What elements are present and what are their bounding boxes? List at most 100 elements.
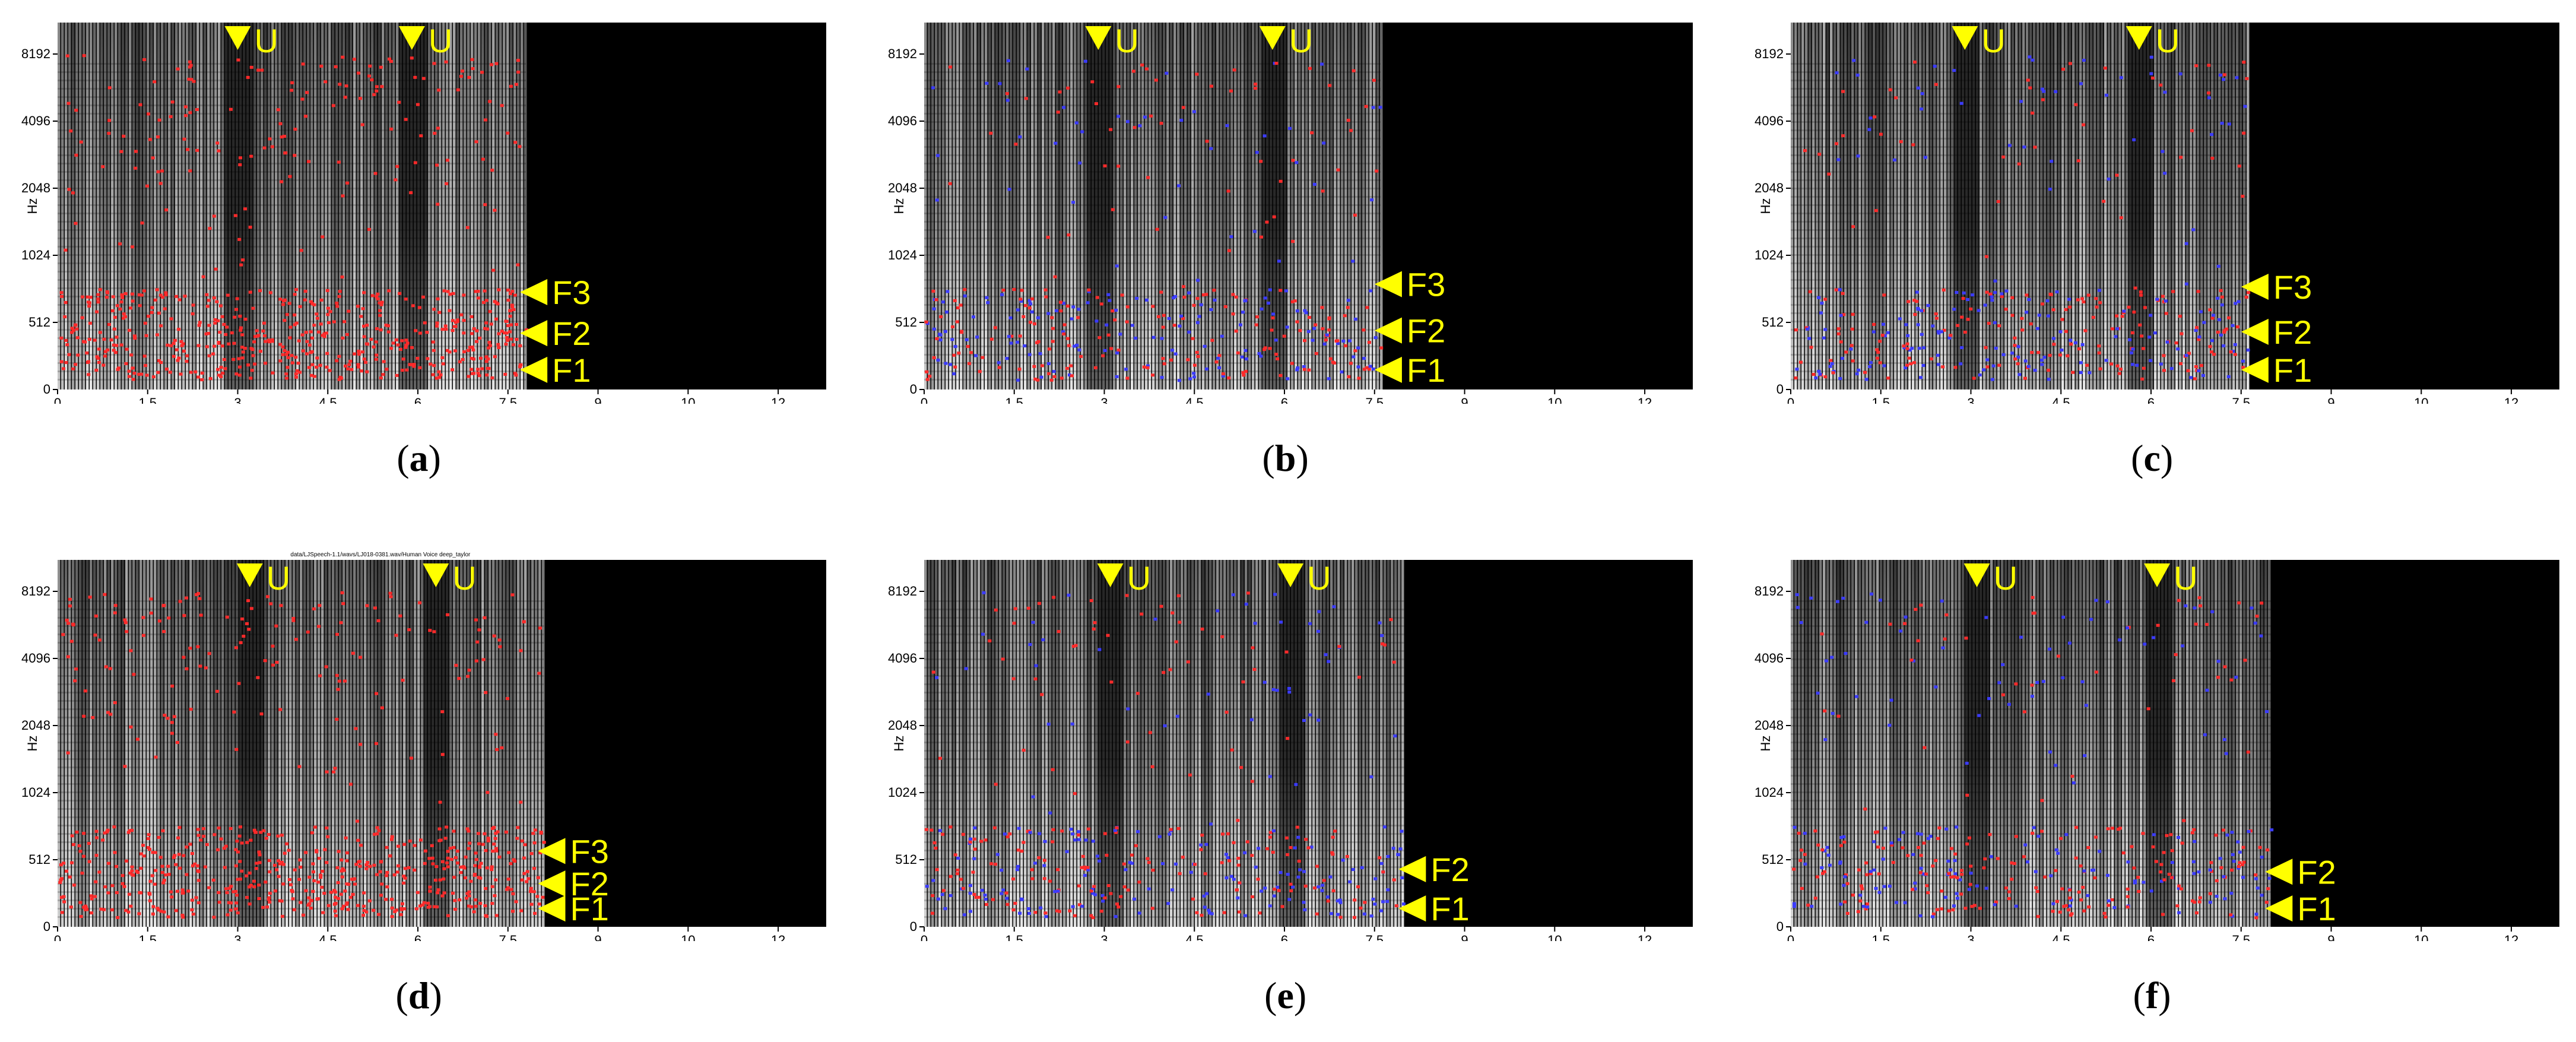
spectrogram-column bbox=[285, 560, 288, 927]
relevance-dot bbox=[1083, 865, 1087, 869]
relevance-dot bbox=[1259, 235, 1263, 239]
x-tick-label: 6 bbox=[414, 395, 421, 404]
relevance-dot bbox=[946, 290, 950, 293]
relevance-dot bbox=[146, 837, 150, 840]
relevance-dot bbox=[1026, 829, 1030, 833]
relevance-dot bbox=[1169, 358, 1173, 362]
relevance-dot bbox=[1297, 859, 1301, 863]
relevance-dot bbox=[510, 303, 514, 307]
spectrogram-column bbox=[1084, 560, 1087, 927]
relevance-dot bbox=[1146, 364, 1150, 368]
relevance-dot bbox=[505, 335, 509, 339]
spectrogram-column bbox=[1380, 23, 1383, 389]
spectrogram-column bbox=[307, 560, 310, 927]
relevance-dot bbox=[1176, 594, 1181, 597]
relevance-dot bbox=[2254, 873, 2258, 877]
relevance-dot bbox=[361, 914, 366, 917]
spectrogram-column bbox=[503, 560, 506, 927]
spectrogram-column bbox=[1876, 23, 1879, 389]
relevance-dot bbox=[2133, 879, 2137, 883]
relevance-dot bbox=[71, 622, 75, 626]
unvoiced-arrow bbox=[1259, 26, 1286, 50]
relevance-dot bbox=[2036, 915, 2040, 919]
spectrogram-column bbox=[421, 23, 424, 389]
relevance-dot bbox=[1383, 643, 1387, 647]
relevance-dot bbox=[167, 873, 171, 876]
x-tick-label: 0 bbox=[54, 933, 61, 941]
relevance-dot bbox=[106, 711, 110, 714]
relevance-dot bbox=[1089, 914, 1093, 917]
spectrogram-column bbox=[1156, 560, 1159, 927]
spectrogram-column bbox=[995, 23, 998, 389]
relevance-dot bbox=[467, 894, 471, 898]
relevance-dot bbox=[196, 645, 200, 648]
spectrogram-column bbox=[1915, 560, 1918, 927]
relevance-dot bbox=[87, 305, 91, 308]
relevance-dot bbox=[1059, 300, 1063, 304]
relevance-dot bbox=[456, 88, 460, 91]
relevance-dot bbox=[2128, 338, 2132, 341]
spectrogram-column bbox=[1905, 560, 1908, 927]
harmonic-band bbox=[1791, 634, 2272, 635]
relevance-dot bbox=[1381, 870, 1385, 874]
spectrogram-column bbox=[1933, 23, 1936, 389]
relevance-dot bbox=[1010, 334, 1014, 338]
relevance-dot bbox=[1332, 605, 1336, 609]
relevance-dot bbox=[212, 916, 216, 919]
spectrogram-column bbox=[239, 560, 242, 927]
relevance-dot bbox=[390, 915, 394, 919]
relevance-dot bbox=[1147, 887, 1151, 891]
relevance-dot bbox=[1159, 604, 1163, 608]
relevance-dot bbox=[2219, 289, 2223, 292]
spectrogram-column bbox=[172, 23, 175, 389]
relevance-dot bbox=[392, 873, 396, 877]
spectrogram-column bbox=[246, 23, 249, 389]
relevance-dot bbox=[71, 329, 75, 332]
relevance-dot bbox=[2022, 855, 2026, 859]
harmonic-band bbox=[924, 296, 1381, 297]
relevance-dot bbox=[2218, 73, 2222, 77]
spectrogram-column bbox=[371, 560, 374, 927]
relevance-dot bbox=[248, 871, 252, 875]
spectrogram-column bbox=[111, 560, 114, 927]
relevance-dot bbox=[225, 325, 229, 329]
unvoiced-label: U bbox=[1127, 559, 1151, 597]
relevance-dot bbox=[211, 352, 215, 356]
harmonic-band bbox=[924, 866, 1405, 868]
relevance-dot bbox=[63, 315, 67, 319]
relevance-dot bbox=[2236, 300, 2241, 303]
relevance-dot bbox=[1303, 884, 1308, 888]
y-tick-label: 4096 bbox=[1755, 651, 1784, 666]
relevance-dot bbox=[1864, 861, 1868, 864]
relevance-dot bbox=[233, 315, 237, 319]
relevance-dot bbox=[466, 674, 470, 678]
relevance-dot bbox=[1971, 293, 1975, 297]
relevance-dot bbox=[188, 647, 192, 650]
relevance-dot bbox=[1362, 368, 1366, 371]
spectrogram-column bbox=[143, 23, 146, 389]
relevance-dot bbox=[429, 362, 433, 366]
relevance-dot bbox=[469, 368, 474, 371]
spectrogram-column bbox=[2101, 560, 2104, 927]
relevance-dot bbox=[506, 878, 510, 881]
relevance-dot bbox=[2013, 357, 2017, 361]
relevance-dot bbox=[2131, 347, 2135, 351]
relevance-dot bbox=[284, 353, 288, 356]
relevance-dot bbox=[74, 153, 78, 157]
relevance-dot bbox=[1262, 348, 1266, 351]
relevance-dot bbox=[1095, 296, 1099, 299]
relevance-dot bbox=[299, 901, 303, 904]
relevance-dot bbox=[518, 363, 522, 367]
relevance-markers bbox=[1794, 55, 2251, 381]
harmonic-band bbox=[58, 625, 544, 627]
relevance-dot bbox=[1927, 837, 1931, 840]
relevance-dot bbox=[311, 862, 315, 866]
relevance-dot bbox=[1915, 290, 1919, 294]
spectrogram-column bbox=[93, 560, 96, 927]
spectrogram-column bbox=[204, 23, 207, 389]
spectrogram-column bbox=[1070, 560, 1073, 927]
relevance-dot bbox=[234, 308, 239, 311]
x-tick-label: 4.5 bbox=[319, 395, 337, 404]
relevance-dot bbox=[188, 60, 192, 64]
spectrogram-column bbox=[1198, 23, 1201, 389]
